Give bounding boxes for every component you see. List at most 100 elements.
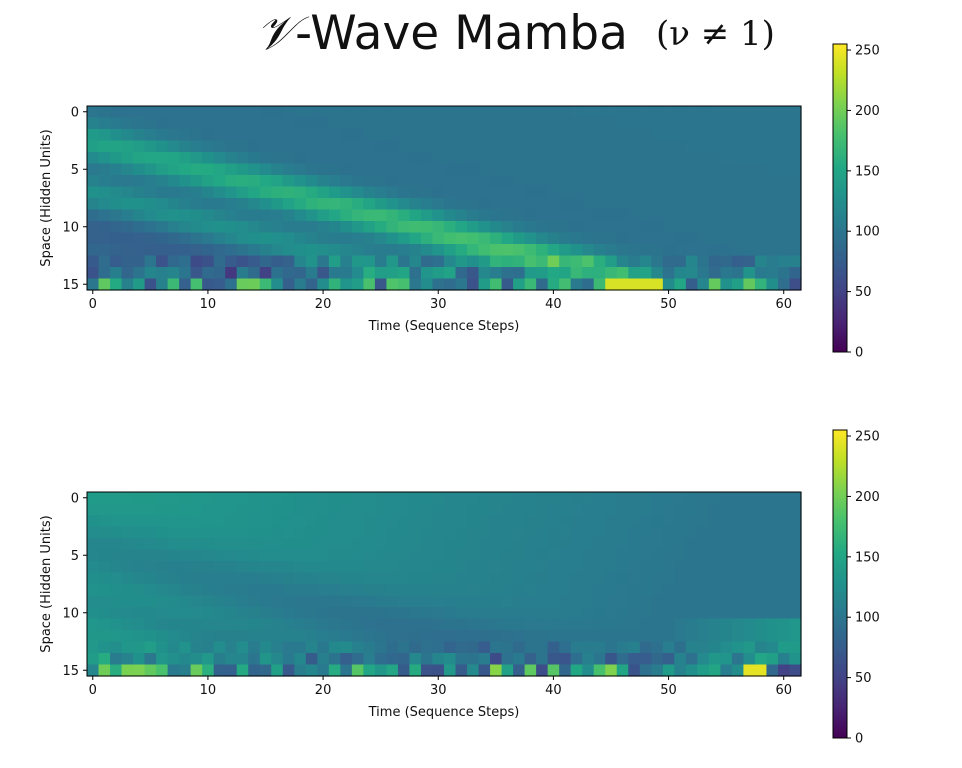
heatmap-cell [754, 175, 768, 188]
heatmap-cell [524, 232, 537, 245]
heatmap-cell [248, 232, 261, 245]
heatmap-cell [455, 538, 468, 551]
heatmap-cell [444, 129, 457, 142]
heatmap-cell [121, 561, 134, 574]
heatmap-cell [236, 561, 249, 574]
heatmap-cell [501, 129, 514, 142]
heatmap-cell [639, 140, 652, 153]
heatmap-cell [455, 186, 468, 199]
heatmap-cell [513, 630, 526, 643]
heatmap-cell [731, 664, 745, 677]
heatmap-cell [340, 221, 353, 234]
heatmap-cell [432, 584, 445, 597]
heatmap-cell [133, 232, 146, 245]
heatmap-cell [156, 221, 169, 234]
heatmap-cell [386, 549, 399, 562]
heatmap-cell [363, 584, 376, 597]
heatmap-cell [294, 198, 307, 211]
heatmap-cell [156, 117, 169, 130]
colorbar-tick-label: 100 [855, 225, 880, 240]
heatmap-cell [593, 595, 606, 608]
heatmap-cell [662, 653, 675, 666]
heatmap-cell [467, 492, 480, 505]
heatmap-cell [685, 549, 698, 562]
heatmap-cell [490, 630, 503, 643]
heatmap-cell [467, 561, 480, 574]
heatmap-cell [570, 186, 583, 199]
heatmap-cell [294, 175, 307, 188]
heatmap-cell [720, 175, 733, 188]
heatmap-cell [133, 152, 146, 165]
heatmap-cell [87, 561, 100, 574]
heatmap-cell [317, 117, 330, 130]
heatmap-cell [628, 664, 641, 677]
heatmap-cell [616, 209, 629, 222]
heatmap-cell [444, 117, 457, 130]
heatmap-cell [110, 152, 123, 165]
heatmap-cell [789, 267, 802, 280]
heatmap-cell [225, 572, 238, 585]
heatmap-cell [420, 140, 434, 153]
heatmap-cell [639, 117, 652, 130]
heatmap-cell [317, 186, 330, 199]
heatmap-cell [444, 538, 457, 551]
heatmap-cell [559, 607, 572, 620]
heatmap-cell [225, 209, 238, 222]
heatmap-cell [674, 630, 687, 643]
heatmap-cell [605, 549, 618, 562]
heatmap-cell [317, 221, 330, 234]
heatmap-cell [110, 175, 123, 188]
heatmap-cell [559, 140, 572, 153]
heatmap-cell [213, 140, 226, 153]
heatmap-cell [121, 106, 134, 119]
heatmap-cell [662, 186, 675, 199]
heatmap-cell [87, 198, 100, 211]
heatmap-cell [432, 607, 445, 620]
heatmap-cell [328, 515, 341, 528]
heatmap-cell [697, 244, 710, 257]
heatmap-cell [340, 515, 353, 528]
heatmap-cell [467, 175, 480, 188]
heatmap-cell [236, 653, 249, 666]
heatmap-cell [720, 492, 733, 505]
heatmap-cell [754, 255, 768, 268]
heatmap-cell [213, 129, 226, 142]
heatmap-cell [685, 653, 698, 666]
heatmap-cell [144, 526, 157, 539]
heatmap-cell [179, 641, 192, 654]
heatmap-cell [513, 129, 526, 142]
heatmap-cell [121, 186, 134, 199]
heatmap-cell [685, 186, 698, 199]
heatmap-cell [697, 503, 710, 516]
heatmap-cell [133, 117, 146, 130]
heatmap-cell [605, 572, 618, 585]
heatmap-cell [570, 255, 583, 268]
heatmap-cell [559, 209, 572, 222]
heatmap-cell [754, 244, 768, 257]
heatmap-cell [616, 186, 629, 199]
heatmap-cell [513, 653, 526, 666]
heatmap-cell [467, 140, 480, 153]
heatmap-cell [409, 175, 422, 188]
heatmap-cell [386, 572, 399, 585]
heatmap-cell [536, 572, 549, 585]
heatmap-cell [639, 584, 652, 597]
heatmap-cell [651, 209, 664, 222]
heatmap-cell [144, 549, 157, 562]
heatmap-cell [789, 492, 802, 505]
heatmap-cell [225, 549, 238, 562]
heatmap-cell [743, 152, 756, 165]
heatmap-cell [743, 584, 756, 597]
heatmap-cell [213, 618, 226, 631]
heatmap-cell [570, 503, 583, 516]
heatmap-cell [317, 255, 330, 268]
heatmap-cell [282, 515, 295, 528]
heatmap-cell [397, 595, 411, 608]
heatmap-cell [662, 515, 675, 528]
heatmap-cell [271, 492, 284, 505]
heatmap-cell [547, 175, 560, 188]
heatmap-cell [467, 129, 480, 142]
heatmap-cell [789, 561, 802, 574]
heatmap-cell [616, 492, 629, 505]
